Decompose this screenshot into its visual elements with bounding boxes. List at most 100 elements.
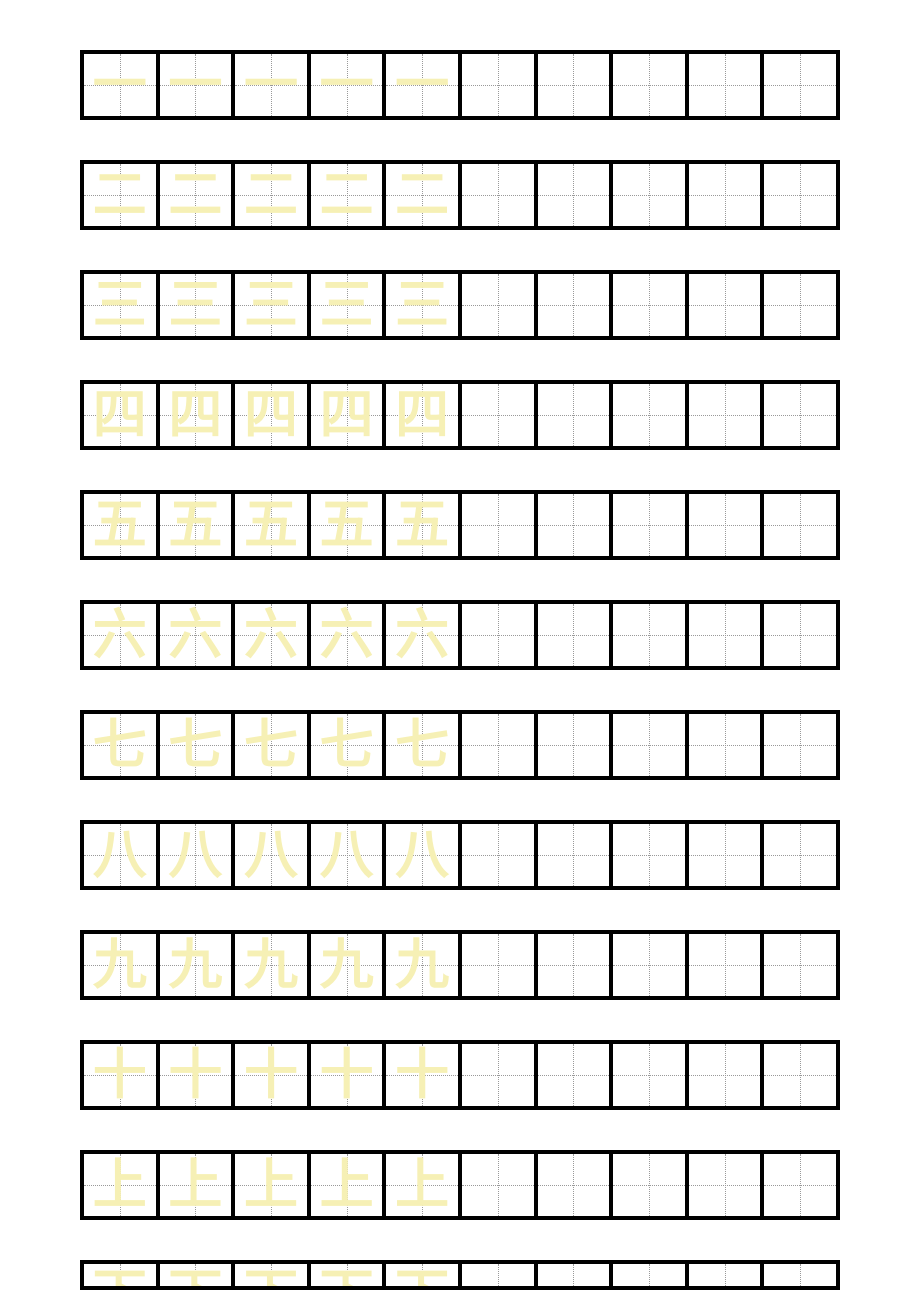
blank-cell: [613, 1044, 689, 1106]
trace-cell: 八: [311, 824, 387, 886]
practice-row: 五五五五五: [80, 490, 840, 560]
blank-cell: [462, 824, 538, 886]
trace-cell: 上: [235, 1154, 311, 1216]
blank-cell: [613, 824, 689, 886]
trace-character: 九: [311, 934, 383, 996]
trace-cell: 三: [235, 274, 311, 336]
trace-cell: 三: [160, 274, 236, 336]
trace-cell: 九: [235, 934, 311, 996]
blank-cell: [764, 714, 840, 776]
trace-character: 六: [84, 604, 156, 666]
practice-row: 下下下下下: [80, 1260, 840, 1290]
trace-character: 二: [160, 164, 232, 226]
trace-cell: 七: [311, 714, 387, 776]
trace-character: 五: [235, 494, 307, 556]
trace-character: 二: [311, 164, 383, 226]
blank-cell: [538, 934, 614, 996]
blank-cell: [613, 604, 689, 666]
blank-cell: [689, 714, 765, 776]
trace-cell: 一: [386, 54, 462, 116]
trace-cell: 八: [84, 824, 160, 886]
trace-cell: 十: [311, 1044, 387, 1106]
blank-cell: [462, 384, 538, 446]
practice-row: 三三三三三: [80, 270, 840, 340]
trace-cell: 五: [84, 494, 160, 556]
blank-cell: [764, 824, 840, 886]
trace-cell: 八: [160, 824, 236, 886]
blank-cell: [764, 1264, 840, 1290]
trace-character: 四: [84, 384, 156, 446]
trace-character: 十: [235, 1044, 307, 1106]
trace-cell: 十: [386, 1044, 462, 1106]
trace-character: 三: [235, 274, 307, 336]
practice-worksheet: 一一一一一二二二二二三三三三三四四四四四五五五五五六六六六六七七七七七八八八八八…: [80, 50, 840, 1290]
blank-cell: [613, 274, 689, 336]
trace-character: 三: [311, 274, 383, 336]
trace-cell: 四: [235, 384, 311, 446]
blank-cell: [538, 274, 614, 336]
trace-character: 一: [311, 54, 383, 116]
blank-cell: [538, 494, 614, 556]
trace-character: 八: [84, 824, 156, 886]
trace-cell: 十: [84, 1044, 160, 1106]
trace-cell: 十: [235, 1044, 311, 1106]
practice-row: 八八八八八: [80, 820, 840, 890]
blank-cell: [764, 54, 840, 116]
trace-character: 九: [235, 934, 307, 996]
trace-cell: 八: [386, 824, 462, 886]
blank-cell: [462, 1154, 538, 1216]
trace-cell: 七: [235, 714, 311, 776]
trace-cell: 下: [311, 1264, 387, 1290]
trace-character: 下: [386, 1264, 458, 1290]
trace-character: 一: [235, 54, 307, 116]
trace-character: 七: [386, 714, 458, 776]
trace-character: 二: [84, 164, 156, 226]
trace-character: 一: [386, 54, 458, 116]
trace-cell: 四: [84, 384, 160, 446]
practice-row: 十十十十十: [80, 1040, 840, 1110]
blank-cell: [689, 274, 765, 336]
blank-cell: [689, 54, 765, 116]
trace-cell: 二: [84, 164, 160, 226]
trace-cell: 四: [160, 384, 236, 446]
blank-cell: [764, 384, 840, 446]
blank-cell: [764, 1044, 840, 1106]
blank-cell: [764, 604, 840, 666]
trace-character: 二: [235, 164, 307, 226]
blank-cell: [764, 934, 840, 996]
blank-cell: [538, 1154, 614, 1216]
trace-character: 下: [160, 1264, 232, 1290]
trace-cell: 九: [311, 934, 387, 996]
blank-cell: [462, 164, 538, 226]
trace-character: 九: [84, 934, 156, 996]
trace-cell: 一: [160, 54, 236, 116]
trace-cell: 七: [160, 714, 236, 776]
practice-row: 上上上上上: [80, 1150, 840, 1220]
trace-cell: 六: [84, 604, 160, 666]
trace-cell: 一: [235, 54, 311, 116]
trace-cell: 九: [84, 934, 160, 996]
blank-cell: [764, 494, 840, 556]
trace-character: 上: [311, 1154, 383, 1216]
trace-cell: 五: [160, 494, 236, 556]
trace-cell: 十: [160, 1044, 236, 1106]
trace-cell: 二: [311, 164, 387, 226]
trace-cell: 九: [160, 934, 236, 996]
trace-cell: 四: [311, 384, 387, 446]
blank-cell: [613, 1264, 689, 1290]
blank-cell: [613, 164, 689, 226]
blank-cell: [689, 1264, 765, 1290]
practice-row: 七七七七七: [80, 710, 840, 780]
trace-character: 八: [386, 824, 458, 886]
trace-character: 七: [235, 714, 307, 776]
blank-cell: [462, 274, 538, 336]
trace-character: 八: [160, 824, 232, 886]
trace-character: 一: [160, 54, 232, 116]
blank-cell: [462, 934, 538, 996]
trace-character: 五: [386, 494, 458, 556]
trace-character: 四: [311, 384, 383, 446]
trace-cell: 四: [386, 384, 462, 446]
blank-cell: [538, 164, 614, 226]
blank-cell: [462, 1044, 538, 1106]
trace-character: 三: [386, 274, 458, 336]
